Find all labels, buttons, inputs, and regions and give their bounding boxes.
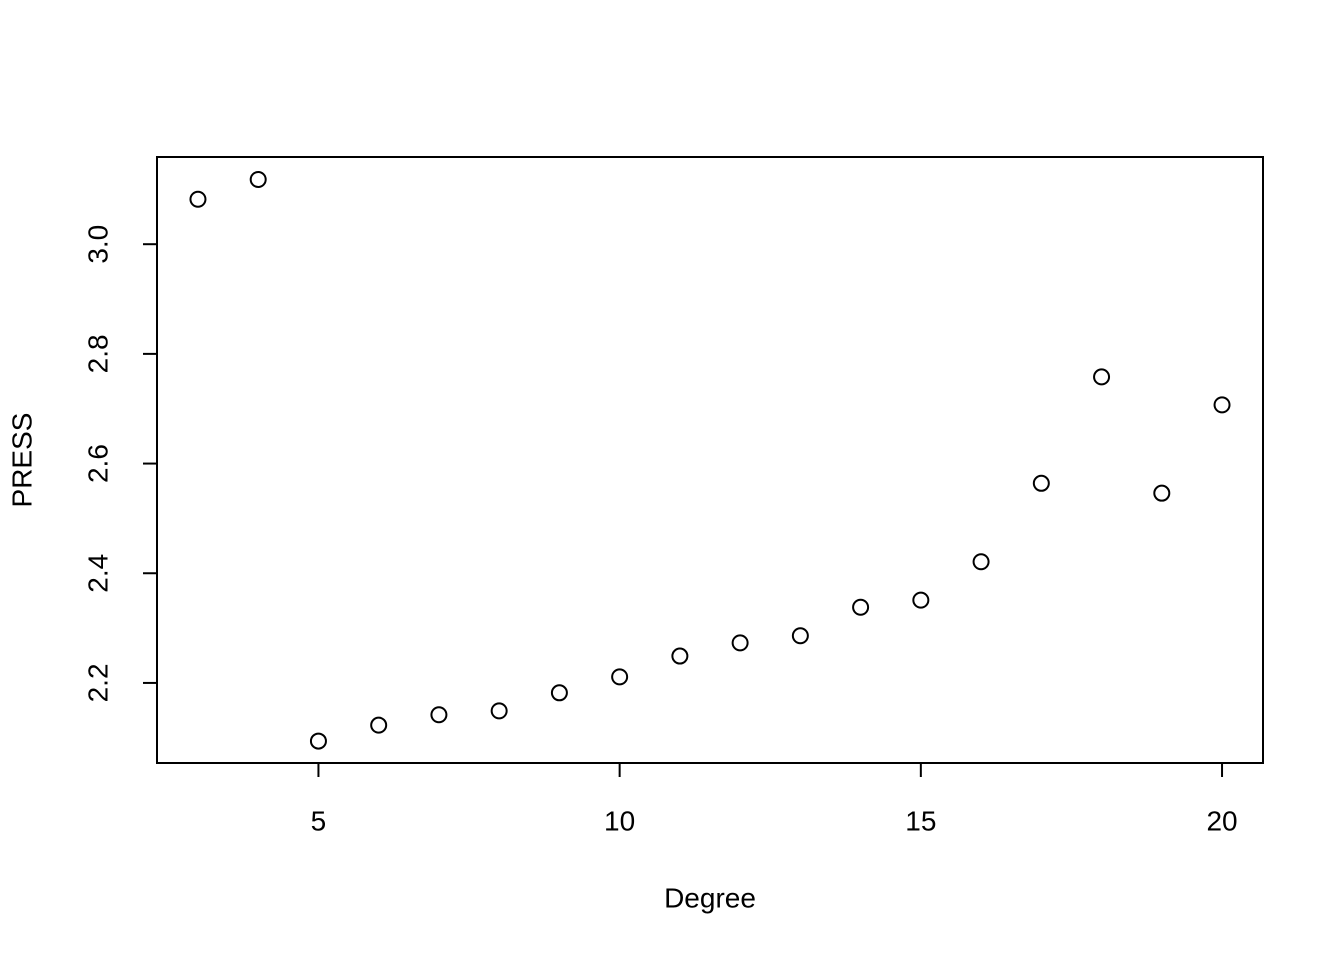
- point: [1093, 368, 1111, 386]
- point: [852, 598, 870, 616]
- point: [1153, 484, 1171, 502]
- point: [189, 190, 207, 208]
- point: [309, 732, 327, 750]
- point: [370, 716, 388, 734]
- x-tick-label: 20: [1206, 805, 1237, 836]
- x-tick-label: 5: [311, 805, 327, 836]
- point: [912, 591, 930, 609]
- y-tick-label: 2.4: [82, 554, 113, 593]
- x-tick-label: 10: [604, 805, 635, 836]
- y-tick-label: 2.2: [82, 663, 113, 702]
- point: [671, 647, 689, 665]
- point: [1213, 396, 1231, 414]
- point: [550, 684, 568, 702]
- x-axis-label: Degree: [664, 882, 756, 913]
- y-tick-label: 3.0: [82, 225, 113, 264]
- point: [791, 627, 809, 645]
- point: [972, 553, 990, 571]
- point: [611, 668, 629, 686]
- y-axis-label: PRESS: [6, 413, 37, 508]
- point: [249, 170, 267, 188]
- x-tick-label: 15: [905, 805, 936, 836]
- y-tick-label: 2.8: [82, 334, 113, 373]
- point: [731, 634, 749, 652]
- point: [490, 702, 508, 720]
- plot-frame: [156, 156, 1264, 764]
- point: [1032, 474, 1050, 492]
- point: [430, 706, 448, 724]
- y-tick-label: 2.6: [82, 444, 113, 483]
